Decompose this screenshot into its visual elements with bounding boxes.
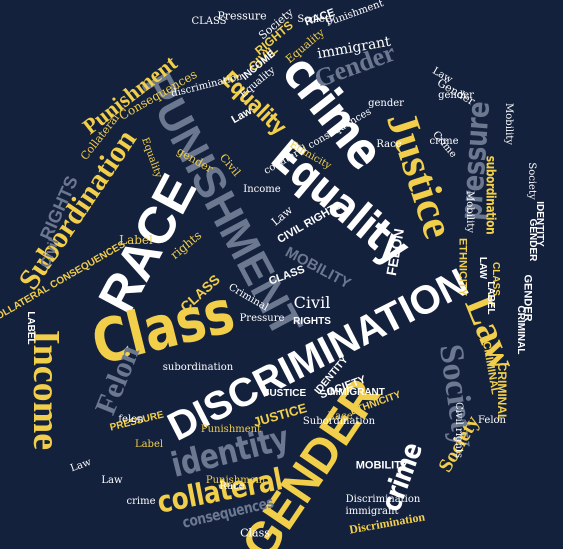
- word-race-gold: Race: [327, 411, 353, 422]
- word-crime-tiny-right: crime: [429, 136, 459, 147]
- word-law-lower: Law: [69, 456, 93, 475]
- word-law-bold: Law: [229, 105, 255, 127]
- word-law-caps: LAW: [477, 256, 488, 280]
- word-race-tiny: Race: [219, 481, 245, 492]
- word-crime-tiny: crime: [126, 496, 156, 507]
- word-subordination-small: subordination: [162, 362, 234, 373]
- word-justice-caps-small: JUSTICE: [263, 388, 307, 399]
- word-immigrant-caps: IMMIGRANT: [327, 387, 385, 398]
- word-race-small: Race: [376, 139, 402, 150]
- word-ethnicity-caps: ETHNICITY: [456, 237, 469, 297]
- word-subordination-tiny: Subordination: [302, 416, 376, 427]
- word-gender-tiny: gender: [438, 90, 474, 101]
- word-class-tiny: CLASS: [191, 16, 227, 27]
- word-immigrant-tiny: immigrant: [345, 506, 399, 517]
- word-felon-small: Felon: [478, 415, 506, 426]
- word-civil-rights-tiny: Civil rights: [453, 401, 464, 459]
- word-label-tiny: Label: [134, 439, 164, 450]
- word-punishment-tiny: Punishment: [200, 424, 262, 435]
- word-mobility-tiny: Mobility: [503, 103, 514, 145]
- word-income-tiny: Income: [243, 184, 281, 195]
- word-pressure-tiny: Pressure: [217, 9, 267, 23]
- word-label-caps-right: LABEL: [485, 281, 496, 315]
- word-class-bottom: Class: [240, 526, 270, 540]
- word-society-tiny: Society: [297, 14, 335, 25]
- word-discrimination-tiny: Discrimination: [345, 494, 421, 505]
- word-felon-tiny: felon: [118, 414, 144, 425]
- word-mobility-small: Mobility: [464, 191, 475, 233]
- word-civil-center: Civil: [293, 293, 331, 312]
- word-society-tiny-right: Society: [526, 162, 537, 200]
- word-law-tiny: Law: [101, 475, 123, 486]
- word-gender-lower: gender: [368, 98, 404, 109]
- word-mobility-caps: MOBILITY: [355, 459, 409, 472]
- word-label-caps: LABEL: [25, 311, 36, 345]
- word-rights-center: RIGHTS: [293, 316, 331, 327]
- word-law-center: Law: [268, 203, 296, 229]
- word-identity-tiny: IDENTITY: [534, 201, 545, 247]
- word-gender-tiny-caps: GENDER: [521, 274, 534, 322]
- word-label-gold: Label: [119, 233, 153, 247]
- word-punishment-small: Punishment: [205, 475, 267, 486]
- word-pressure-small: Pressure: [239, 313, 285, 324]
- word-subordination-right: subordination: [482, 155, 498, 235]
- word-income-large: Income: [25, 329, 67, 451]
- word-equality-tiny: Equality: [139, 136, 164, 180]
